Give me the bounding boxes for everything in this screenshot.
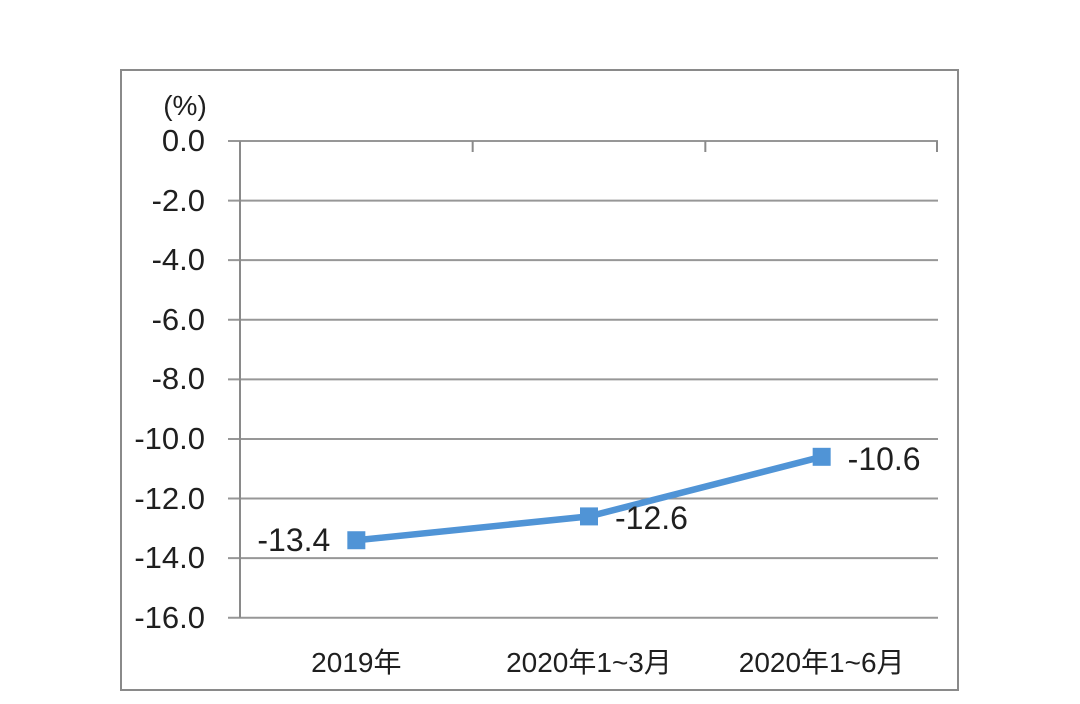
data-point-marker bbox=[347, 531, 366, 550]
y-axis-tick-label: -4.0 bbox=[151, 242, 205, 278]
y-axis-tick-label: -6.0 bbox=[151, 301, 205, 337]
data-point-label: -12.6 bbox=[615, 500, 688, 537]
y-axis-tick-label: -12.0 bbox=[134, 480, 205, 516]
y-axis-tick-label: -10.0 bbox=[134, 420, 205, 456]
y-axis-tick-label: -16.0 bbox=[134, 599, 205, 635]
data-point-marker bbox=[580, 507, 598, 526]
data-point-marker bbox=[812, 447, 831, 466]
x-axis-category-label: 2020年1~3月 bbox=[506, 647, 672, 678]
chart-frame bbox=[120, 69, 959, 691]
data-point-label: -10.6 bbox=[847, 440, 921, 477]
y-axis-tick-label: -2.0 bbox=[151, 182, 205, 218]
y-axis-unit-label: (%) bbox=[163, 90, 207, 121]
y-axis-tick-label: -14.0 bbox=[134, 540, 205, 576]
x-axis-category-label: 2020年1~6月 bbox=[738, 647, 905, 678]
y-axis-tick-label: 0.0 bbox=[161, 123, 205, 158]
data-point-label: -13.4 bbox=[257, 522, 331, 559]
x-axis-category-label: 2019年 bbox=[311, 647, 402, 678]
y-axis-tick-label: -8.0 bbox=[151, 361, 205, 397]
